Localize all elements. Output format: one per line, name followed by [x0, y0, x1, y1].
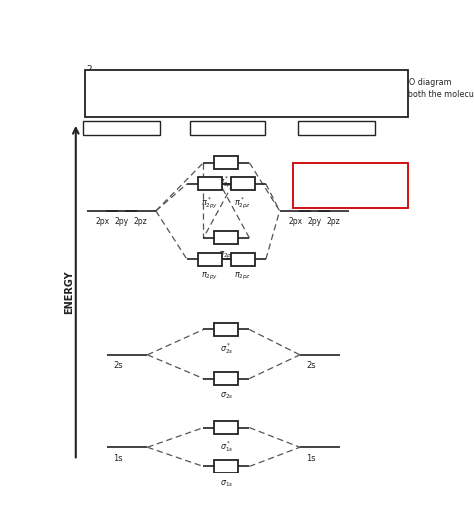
Bar [198, 177, 222, 191]
Text: Molecular Orbital Theory:: Molecular Orbital Theory: [94, 71, 219, 80]
Text: $\sigma^*_{2px}$: $\sigma^*_{2px}$ [218, 175, 235, 190]
Text: Compare the properties of gaseous nitrogen, N₂ and its ion, N₂⁺.  Fill in each M: Compare the properties of gaseous nitrog… [94, 79, 474, 111]
Text: $\sigma^*_{2s}$: $\sigma^*_{2s}$ [219, 341, 233, 356]
Text: 2.: 2. [87, 65, 95, 73]
Text: 1s: 1s [306, 454, 316, 463]
Bar [83, 122, 160, 135]
Text: ENERGY: ENERGY [64, 271, 74, 314]
Bar [214, 232, 238, 244]
Text: 2pz: 2pz [134, 218, 147, 226]
Text: $\sigma_{2s}$: $\sigma_{2s}$ [219, 390, 233, 401]
Bar [214, 156, 238, 169]
Text: $\pi^*_{2pz}$: $\pi^*_{2pz}$ [235, 196, 251, 211]
Text: $\pi^*_{2py}$: $\pi^*_{2py}$ [201, 196, 219, 211]
Bar [298, 122, 375, 135]
Text: 2py: 2py [114, 218, 128, 226]
Text: $\sigma_{1s}$: $\sigma_{1s}$ [219, 478, 233, 489]
Text: 2pz: 2pz [327, 218, 340, 226]
Text: $\pi_{2py}$: $\pi_{2py}$ [201, 271, 219, 282]
Text: Atomic Orbital: Atomic Orbital [91, 124, 152, 133]
Bar [214, 460, 238, 473]
Bar [190, 122, 265, 135]
Text: 2px: 2px [95, 218, 109, 226]
Text: 1s: 1s [113, 454, 123, 463]
Bar [292, 162, 408, 208]
Text: 2py: 2py [307, 218, 321, 226]
Text: $\sigma_{2px}$: $\sigma_{2px}$ [218, 250, 235, 261]
Text: $\sigma^*_{1s}$: $\sigma^*_{1s}$ [219, 440, 233, 455]
Text: 2s: 2s [306, 362, 316, 371]
Bar [214, 372, 238, 385]
Bar [231, 253, 255, 266]
Text: $\pi_{2pz}$: $\pi_{2pz}$ [235, 271, 251, 282]
Text: Atomic Orbital: Atomic Orbital [306, 124, 367, 133]
Bar [214, 421, 238, 434]
Text: Draw the MO
diagram for N₂ on
this page: Draw the MO diagram for N₂ on this page [298, 165, 403, 203]
Text: 2s: 2s [113, 362, 123, 371]
Bar [231, 177, 255, 191]
Text: 2px: 2px [288, 218, 302, 226]
Bar [198, 253, 222, 266]
Text: Molecular Orbital: Molecular Orbital [191, 124, 264, 133]
Bar [214, 323, 238, 336]
Bar [85, 70, 408, 117]
